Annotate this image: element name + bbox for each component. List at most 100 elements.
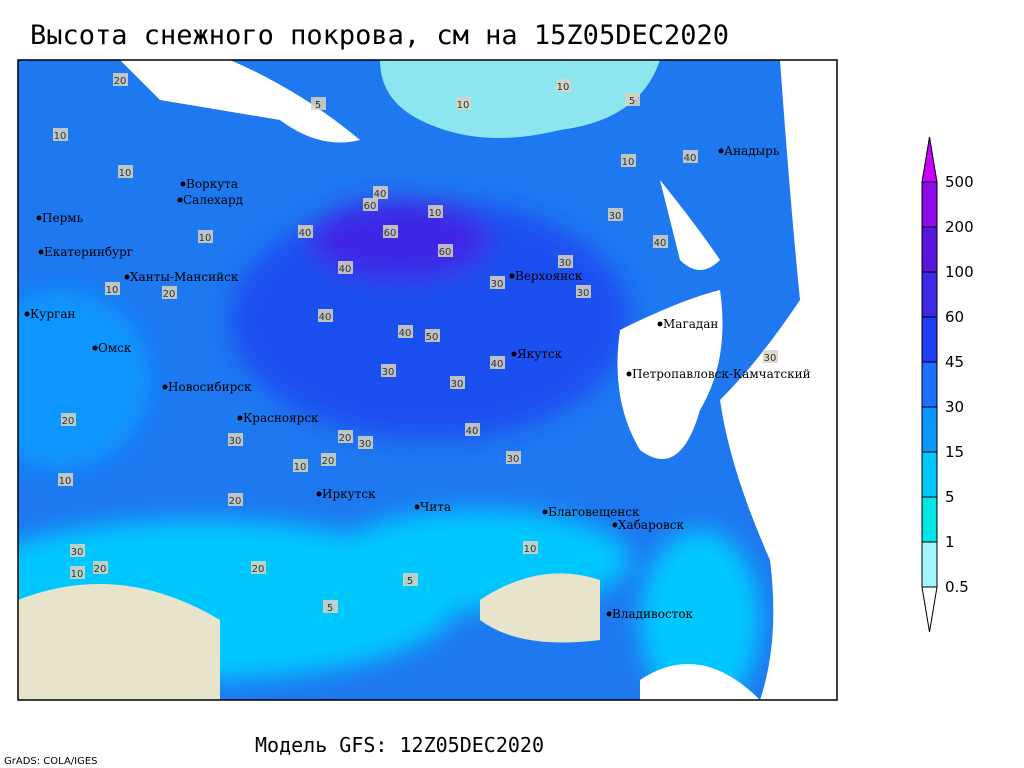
contour-label: 20 — [322, 456, 335, 467]
contour-label-box — [105, 282, 120, 295]
city-dot — [542, 509, 548, 515]
contour-label-box — [358, 436, 373, 449]
contour-label-box — [625, 93, 640, 106]
city-dot — [124, 274, 130, 280]
contour-label-box — [70, 544, 85, 557]
legend-label: 200 — [945, 218, 974, 236]
legend-box — [921, 541, 938, 588]
city-dot — [626, 371, 632, 377]
contour-label-box — [338, 261, 353, 274]
city-label: Салехард — [183, 193, 243, 207]
legend-box — [921, 226, 938, 273]
legend-label: 30 — [945, 398, 964, 416]
contour-label-box — [608, 208, 623, 221]
city-label: Магадан — [663, 317, 718, 331]
map — [18, 60, 837, 700]
contour-label-box — [456, 97, 471, 110]
contour-label-box — [398, 325, 413, 338]
contour-label-box — [490, 276, 505, 289]
city-label: Екатеринбург — [44, 245, 133, 259]
contour-label: 30 — [609, 211, 622, 222]
contour-label-box — [93, 561, 108, 574]
contour-label-box — [653, 235, 668, 248]
legend-label: 500 — [945, 173, 974, 191]
contour-label-box — [383, 225, 398, 238]
contour-label-box — [381, 364, 396, 377]
contour-label: 20 — [339, 433, 352, 444]
contour-label: 5 — [327, 603, 333, 614]
city-dot — [36, 215, 42, 221]
contour-label-box — [576, 285, 591, 298]
contour-label-box — [373, 186, 388, 199]
contour-label-box — [113, 73, 128, 86]
contour-label-box — [403, 573, 418, 586]
contour-label-box — [58, 473, 73, 486]
contour-label: 60 — [364, 201, 377, 212]
city-label: Новосибирск — [168, 380, 252, 394]
legend-label: 45 — [945, 353, 964, 371]
legend-label: 100 — [945, 263, 974, 281]
contour-label: 40 — [491, 359, 504, 370]
contour-label-box — [490, 356, 505, 369]
contour-label-box — [61, 413, 76, 426]
contour-label-box — [506, 451, 521, 464]
city-dot — [657, 321, 663, 327]
contour-label: 40 — [466, 426, 479, 437]
contour-label: 10 — [71, 569, 84, 580]
model-label: Модель GFS: 12Z05DEC2020 — [255, 733, 544, 757]
city-label: Хабаровск — [618, 518, 684, 532]
legend-top-triangle — [921, 136, 938, 183]
contour-label-box — [438, 244, 453, 257]
city-label: Петропавловск-Камчатский — [632, 367, 811, 381]
legend-bottom-triangle — [921, 586, 938, 633]
contour-label: 40 — [299, 228, 312, 239]
city-dot — [511, 351, 517, 357]
contour-label-box — [118, 165, 133, 178]
contour-label: 30 — [507, 454, 520, 465]
contour-label: 30 — [559, 258, 572, 269]
contour-label-box — [293, 459, 308, 472]
city-dot — [162, 384, 168, 390]
city-label: Верхоянск — [515, 269, 583, 283]
city-label: Омск — [98, 341, 132, 355]
contour-label: 40 — [684, 153, 697, 164]
city-label: Ханты-Мансийск — [130, 270, 239, 284]
city-dot — [606, 611, 612, 617]
contour-label: 30 — [764, 353, 777, 364]
contour-label-box — [298, 225, 313, 238]
legend-box — [921, 181, 938, 228]
contour-label-box — [162, 286, 177, 299]
contour-label-box — [323, 600, 338, 613]
contour-label-box — [228, 433, 243, 446]
contour-label: 20 — [94, 564, 107, 575]
contour-label: 20 — [229, 496, 242, 507]
contour-label: 40 — [654, 238, 667, 249]
city-label: Чита — [420, 500, 451, 514]
contour-label: 5 — [629, 96, 635, 107]
legend-box — [921, 451, 938, 498]
contour-label: 40 — [399, 328, 412, 339]
city-label: Анадырь — [724, 144, 780, 158]
contour-label: 10 — [199, 233, 212, 244]
city-dot — [316, 491, 322, 497]
contour-label-box — [338, 430, 353, 443]
contour-label: 30 — [359, 439, 372, 450]
legend-label: 0.5 — [945, 578, 969, 596]
contour-label: 20 — [252, 564, 265, 575]
city-dot — [509, 273, 515, 279]
contour-label-box — [70, 566, 85, 579]
contour-label-box — [556, 79, 571, 92]
contour-label: 50 — [426, 332, 439, 343]
city-dot — [237, 415, 243, 421]
contour-label: 40 — [339, 264, 352, 275]
contour-label-box — [428, 205, 443, 218]
title: Высота снежного покрова, см на 15Z05DEC2… — [30, 20, 729, 51]
legend-box — [921, 361, 938, 408]
map-frame — [17, 59, 838, 701]
city-label: Владивосток — [612, 607, 694, 621]
credit: GrADS: COLA/IGES — [4, 756, 98, 767]
contour-label: 20 — [163, 289, 176, 300]
city-dot — [414, 504, 420, 510]
contour-label-box — [621, 154, 636, 167]
